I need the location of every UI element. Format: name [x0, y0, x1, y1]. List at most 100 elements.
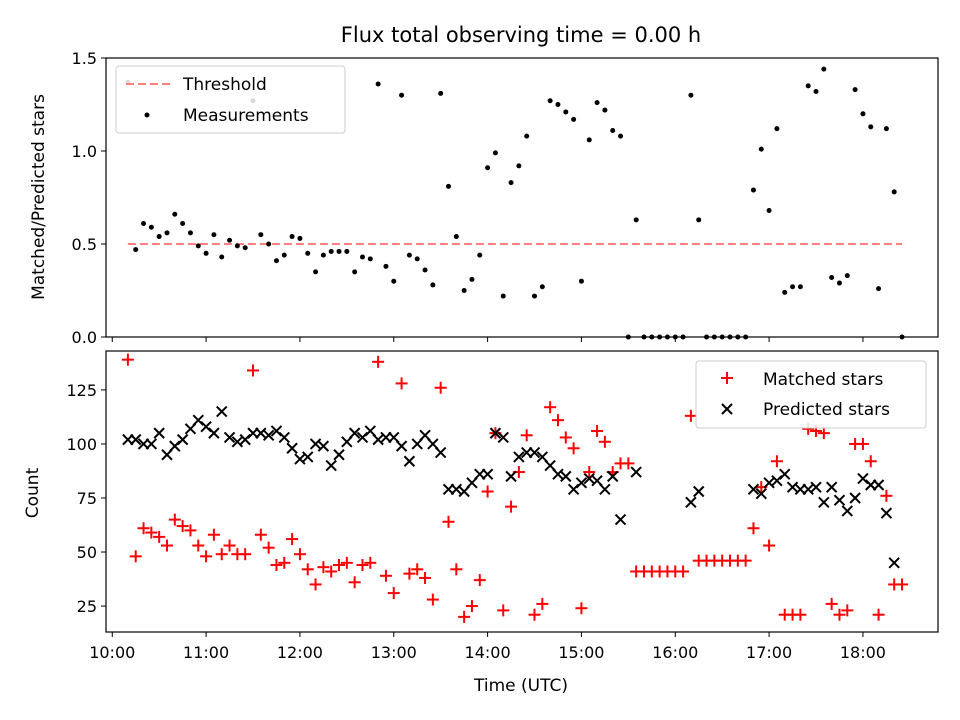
measurement-point — [500, 293, 506, 299]
matched-stars-point — [309, 578, 322, 591]
measurement-point — [516, 163, 522, 169]
measurement-point — [281, 252, 287, 258]
measurement-point — [219, 254, 225, 260]
measurement-point — [195, 243, 201, 249]
predicted-stars-point — [348, 427, 361, 439]
predicted-stars-point — [223, 431, 236, 444]
measurement-point — [883, 126, 889, 132]
measurement-point — [876, 286, 882, 292]
measurement-point — [547, 98, 553, 104]
measurement-point — [336, 248, 342, 254]
matched-stars-point — [129, 550, 142, 563]
measurement-point — [688, 92, 694, 98]
measurement-point — [242, 245, 248, 251]
matched-stars-point — [200, 550, 213, 563]
matched-stars-point — [450, 563, 463, 576]
measurement-point — [563, 109, 569, 115]
predicted-stars-point — [779, 468, 791, 480]
matched-stars-point — [825, 597, 838, 610]
predicted-stars-point — [317, 440, 330, 452]
matched-stars-point — [340, 556, 353, 569]
matched-stars-point — [348, 576, 361, 589]
measurement-point — [258, 232, 264, 238]
x-tick-label: 15:00 — [558, 643, 604, 662]
predicted-stars-point — [208, 427, 220, 439]
measurement-point — [790, 284, 796, 290]
matched-stars-point — [567, 442, 580, 455]
measurement-point — [320, 252, 326, 258]
legend-predicted-swatch — [721, 403, 733, 415]
matched-stars-point — [622, 457, 635, 470]
x-tick-label: 10:00 — [89, 643, 135, 662]
matched-stars-point — [333, 558, 346, 571]
measurement-point — [571, 116, 577, 122]
measurement-point — [758, 146, 764, 152]
predicted-stars-point — [872, 479, 885, 491]
measurement-point — [234, 243, 240, 249]
predicted-stars-point — [216, 405, 228, 418]
predicted-stars-point — [528, 446, 541, 459]
legend-measurements-swatch — [144, 112, 150, 118]
matched-stars-point — [684, 409, 697, 422]
matched-stars-point — [591, 424, 604, 437]
measurement-point — [633, 217, 639, 223]
bottom-y-tick-label: 75 — [77, 489, 97, 508]
bottom-axis-ticks: 25 50 75 100 125 10:00 11:00 12:00 13:00 14:00 15:… — [66, 381, 886, 662]
matched-stars-point — [434, 381, 447, 394]
measurement-point — [445, 183, 451, 189]
predicted-stars-point — [302, 451, 314, 463]
measurement-point — [305, 250, 311, 256]
measurement-point — [836, 280, 842, 286]
top-y-tick-label: 1.0 — [72, 142, 97, 161]
measurement-point — [829, 274, 835, 280]
measurement-point — [852, 87, 858, 93]
bottom-series-layer — [121, 353, 909, 623]
top-y-tick-label: 1.5 — [72, 49, 97, 68]
matched-stars-point — [207, 528, 220, 541]
matched-stars-point — [270, 558, 283, 571]
measurement-point — [141, 221, 147, 227]
predicted-stars-point — [747, 483, 760, 496]
predicted-stars-point — [145, 438, 158, 450]
bottom-panel: Count Time (UTC) 25 50 75 100 125 10:00 11:00 1… — [23, 350, 939, 696]
matched-stars-point — [317, 561, 330, 574]
predicted-stars-point — [693, 485, 705, 498]
matched-stars-point — [520, 429, 533, 442]
matched-stars-point — [833, 608, 846, 621]
measurement-point — [485, 165, 491, 171]
matched-stars-point — [677, 565, 690, 578]
predicted-stars-point — [286, 442, 298, 454]
measurement-point — [227, 237, 233, 243]
measurement-point — [422, 267, 428, 273]
predicted-stars-point — [560, 470, 572, 483]
measurement-point — [391, 278, 397, 284]
matched-stars-point — [356, 558, 369, 571]
measurement-point — [203, 250, 209, 256]
measurement-point — [532, 293, 538, 299]
x-tick-label: 18:00 — [840, 643, 886, 662]
measurement-point — [328, 248, 334, 254]
matched-stars-point — [325, 565, 338, 578]
chart-title: Flux total observing time = 0.00 h — [341, 23, 701, 47]
matched-stars-point — [247, 364, 260, 377]
predicted-stars-point — [888, 557, 900, 569]
predicted-stars-point — [278, 431, 290, 444]
x-tick-label: 11:00 — [183, 643, 229, 662]
matched-stars-point — [575, 602, 588, 615]
matched-stars-point — [168, 513, 181, 526]
predicted-stars-point — [833, 494, 846, 506]
predicted-stars-point — [630, 466, 642, 478]
matched-stars-point — [794, 608, 807, 621]
predicted-stars-point — [153, 427, 165, 439]
matched-stars-point — [239, 548, 252, 561]
predicted-stars-point — [513, 451, 525, 463]
predicted-stars-point — [481, 468, 494, 480]
measurement-point — [430, 282, 436, 288]
bottom-legend: Matched stars Predicted stars — [695, 360, 927, 429]
measurement-point — [453, 234, 459, 240]
measurement-point — [156, 234, 162, 240]
measurement-point — [555, 102, 561, 107]
matched-stars-point — [739, 554, 752, 567]
matched-stars-point — [473, 574, 486, 587]
